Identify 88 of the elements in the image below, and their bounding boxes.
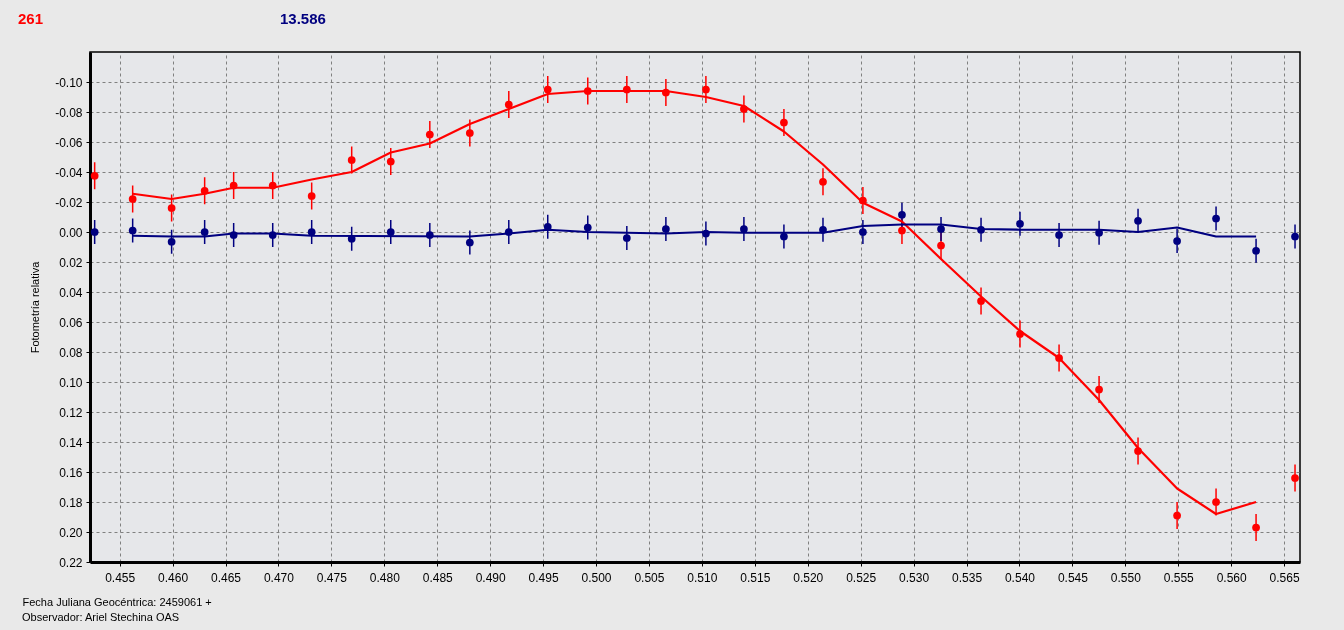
y-tick-label: 0.16 (59, 465, 83, 480)
text: Observador: Ariel Stechina OAS (22, 611, 180, 623)
point (90, 171, 99, 180)
y-tick-label: -0.10 (55, 75, 83, 90)
x-tick-label: 0.475 (316, 570, 348, 585)
y-tick-label: 0.00 (59, 225, 83, 240)
point (977, 297, 985, 305)
y-tick-label: -0.04 (55, 165, 83, 180)
x-tick-label: 0.490 (475, 570, 506, 585)
x-tick-label: 0.555 (1163, 570, 1195, 585)
x-tick-label: 0.485 (422, 570, 454, 585)
text: 13.586 (280, 10, 326, 27)
x-tick-label: 0.500 (581, 570, 612, 585)
y-tick-label: -0.08 (55, 105, 83, 120)
point (307, 192, 316, 200)
x-tick-label: 0.505 (634, 570, 665, 585)
point (1212, 214, 1220, 223)
point (90, 228, 99, 236)
point (859, 228, 867, 236)
y-tick-label: 0.04 (59, 285, 83, 300)
point (386, 228, 395, 236)
text: 261 (18, 10, 44, 27)
point (1134, 216, 1142, 225)
point (465, 129, 474, 137)
point (1173, 511, 1181, 520)
point (200, 228, 209, 236)
point (937, 241, 945, 250)
x-tick-label: 0.530 (899, 570, 930, 585)
point (543, 85, 552, 94)
y-tick-label: 0.12 (59, 405, 83, 420)
x-tick-label: 0.520 (793, 570, 824, 585)
x-tick-label: 0.465 (210, 570, 242, 585)
point (425, 130, 434, 139)
y-tick-label: 0.20 (59, 525, 83, 540)
point (1095, 385, 1103, 394)
point (780, 232, 788, 241)
point (622, 234, 631, 242)
y-tick-label: 0.10 (59, 375, 83, 390)
point (702, 85, 710, 94)
x-tick-label: 0.460 (158, 570, 189, 585)
point (1291, 232, 1299, 241)
y-tick-label: 0.18 (59, 495, 83, 510)
point (1055, 231, 1063, 239)
point (937, 225, 945, 233)
point (504, 100, 513, 109)
x-tick-label: 0.495 (528, 570, 559, 585)
x-tick-label: 0.565 (1269, 570, 1300, 585)
point (1212, 498, 1220, 506)
point (167, 204, 176, 212)
x-tick-label: 0.535 (952, 570, 983, 585)
x-tick-label: 0.540 (1004, 570, 1036, 585)
point (819, 177, 827, 186)
point (662, 225, 670, 233)
point (740, 225, 748, 233)
y-tick-label: -0.02 (55, 195, 83, 210)
x-tick-label: 0.545 (1057, 570, 1089, 585)
point (307, 228, 316, 236)
y-axis-title: Fotometría relativa (29, 260, 42, 354)
x-tick-label: 0.560 (1216, 570, 1248, 585)
point (1016, 219, 1024, 228)
x-tick-label: 0.480 (369, 570, 401, 585)
point (898, 226, 906, 235)
point (1252, 246, 1260, 255)
x-axis-title: Fecha Juliana Geocéntrica: 2459061 + (22, 595, 212, 608)
point (898, 210, 906, 219)
point (780, 118, 788, 127)
point (583, 223, 592, 232)
point (167, 237, 176, 246)
x-tick-label: 0.455 (105, 570, 136, 585)
point (128, 226, 137, 235)
y-tick-label: 0.08 (59, 345, 83, 360)
y-tick-label: 0.02 (59, 255, 83, 270)
y-tick-label: 0.22 (59, 555, 83, 570)
point (386, 157, 395, 166)
x-tick-label: 0.470 (263, 570, 295, 585)
x-tick-label: 0.515 (740, 570, 771, 585)
point (128, 195, 137, 203)
point (1173, 237, 1181, 245)
point (1291, 474, 1299, 482)
y-tick-label: -0.06 (55, 135, 83, 150)
point (1252, 523, 1260, 532)
y-tick-label: 0.06 (59, 315, 83, 330)
x-tick-label: 0.550 (1110, 570, 1142, 585)
x-tick-label: 0.525 (846, 570, 877, 585)
point (347, 156, 356, 164)
point (465, 238, 474, 247)
x-tick-label: 0.510 (687, 570, 718, 585)
y-tick-label: 0.14 (59, 435, 83, 450)
